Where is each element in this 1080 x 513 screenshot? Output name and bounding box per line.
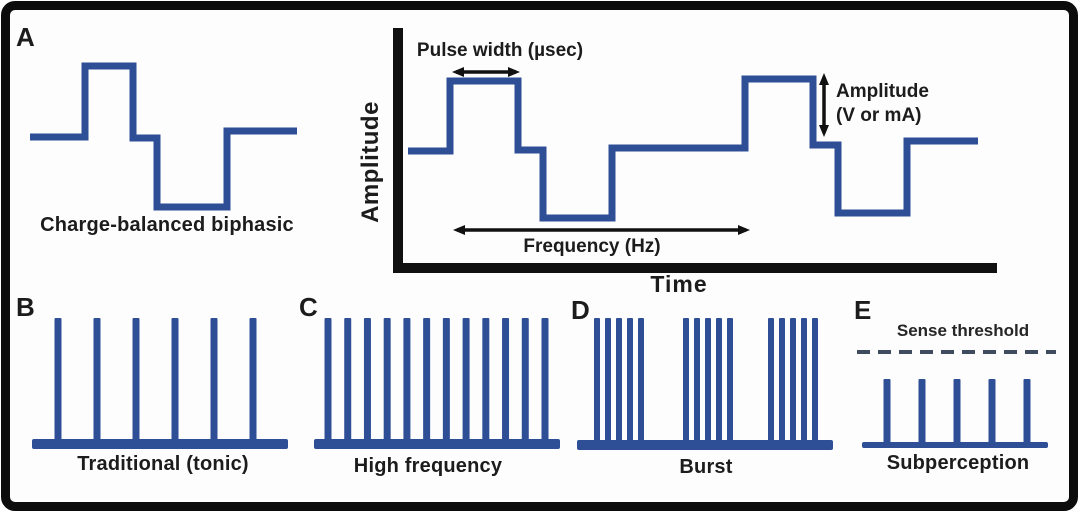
amplitude-arrow-arrowhead-start	[819, 73, 829, 85]
panel-c-spike	[482, 318, 490, 446]
panel-d-letter: D	[571, 295, 590, 325]
panel-e-baseline	[862, 442, 1048, 448]
y-axis-label: Amplitude	[357, 101, 384, 223]
panel-c-spike	[462, 318, 470, 446]
panel-c-spike	[541, 318, 549, 446]
amplitude-arrow-label-line2: (V or mA)	[836, 105, 922, 126]
panel-d-burst-2-spike	[716, 318, 722, 447]
frequency-arrow-arrowhead-start	[453, 225, 465, 235]
panel-c-spike	[324, 318, 332, 446]
panel-e-letter: E	[854, 295, 872, 325]
panel-d-burst-3-spike	[812, 318, 818, 447]
panel-e-spike	[883, 379, 891, 447]
panel-b-spike	[171, 318, 179, 446]
panel-d-burst-1-spike	[594, 318, 600, 447]
amplitude-arrow-label: Amplitude (V or mA)	[836, 80, 929, 128]
panel-e-spike	[918, 379, 926, 447]
panel-b-spike	[249, 318, 257, 446]
pulse-width-arrow-arrowhead-start	[452, 67, 464, 77]
panel-d-burst-2-spike	[727, 318, 733, 447]
panel-c-caption: High frequency	[353, 455, 503, 477]
panel-b-letter: B	[16, 292, 35, 322]
panel-c-spike	[423, 318, 431, 446]
panel-b-spike	[93, 318, 101, 446]
amplitude-arrow-arrowhead-end	[819, 125, 829, 137]
panel-e-caption: Subperception	[886, 452, 1030, 474]
panel-d-burst-3-spike	[801, 318, 807, 447]
panel-c-letter: C	[299, 292, 318, 322]
panel-c-spike	[442, 318, 450, 446]
panel-b-spike	[54, 318, 62, 446]
panel-e-spike	[988, 379, 996, 447]
panel-d-burst-1-spike	[638, 318, 644, 447]
panel-b-spike	[210, 318, 218, 446]
panel-d-caption: Burst	[679, 456, 733, 478]
panel-d-burst-1-spike	[605, 318, 611, 447]
panel-d-burst-3-spike	[790, 318, 796, 447]
panel-d-burst-2-spike	[694, 318, 700, 447]
frequency-arrow-arrowhead-end	[738, 225, 750, 235]
sense-threshold-label: Sense threshold	[896, 321, 1030, 340]
panel-b-baseline	[32, 439, 288, 449]
panel-a-caption: Charge-balanced biphasic	[40, 214, 294, 236]
panel-d-burst-1-spike	[627, 318, 633, 447]
panel-c-spike	[344, 318, 352, 446]
pulse-width-label: Pulse width (µsec)	[416, 40, 584, 61]
panel-b-caption: Traditional (tonic)	[77, 453, 249, 475]
y-axis-line	[393, 28, 403, 273]
panel-c-spike	[383, 318, 391, 446]
panel-c-baseline	[314, 439, 560, 449]
frequency-label: Frequency (Hz)	[523, 236, 661, 257]
panel-e-spike	[1023, 379, 1031, 447]
panel-c-spike	[403, 318, 411, 446]
panel-a-letter: A	[16, 22, 35, 52]
panel-c-spike	[521, 318, 529, 446]
x-axis-line	[393, 263, 997, 273]
x-axis-label: Time	[650, 271, 708, 297]
panel-a-biphasic-wave	[30, 62, 297, 211]
panel-d-baseline	[577, 440, 833, 450]
panel-d-burst-1-spike	[616, 318, 622, 447]
axes-panel-wave	[408, 75, 978, 222]
panel-d-burst-3-spike	[779, 318, 785, 447]
pulse-width-arrow-arrowhead-end	[508, 67, 520, 77]
amplitude-arrow-label-line1: Amplitude	[836, 81, 929, 102]
panel-c-spike	[502, 318, 510, 446]
panel-d-burst-2-spike	[705, 318, 711, 447]
panel-c-spike	[363, 318, 371, 446]
panel-d-burst-3-spike	[768, 318, 774, 447]
panel-e-spike	[953, 379, 961, 447]
panel-b-spike	[132, 318, 140, 446]
panel-d-burst-2-spike	[683, 318, 689, 447]
